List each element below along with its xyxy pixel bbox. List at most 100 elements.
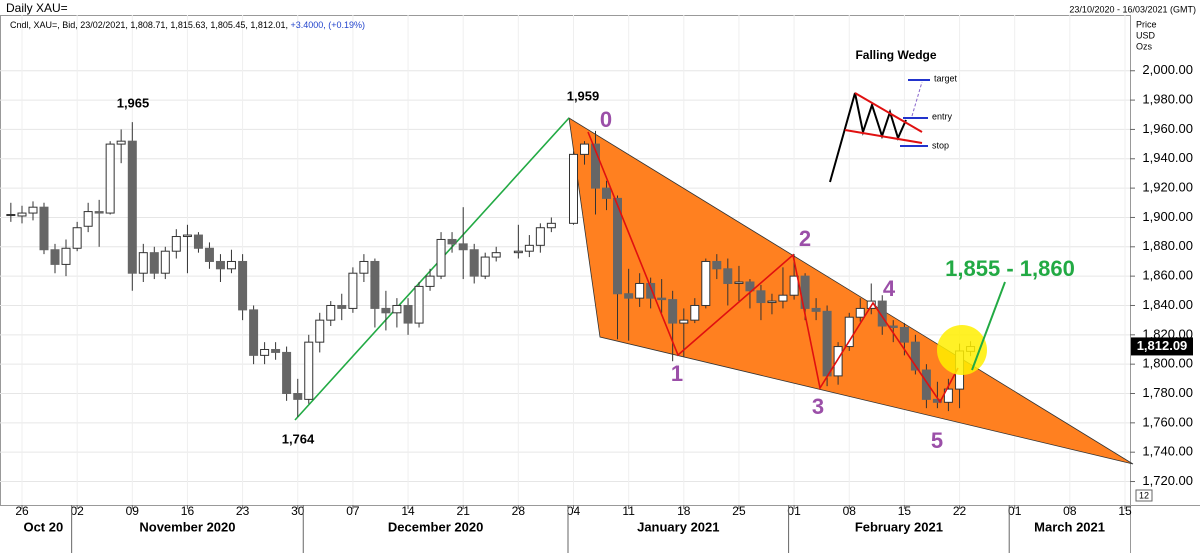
candle-body (403, 304, 413, 324)
x-tick-label: 08 (1063, 504, 1077, 518)
candle-body (6, 214, 16, 217)
candle-body (910, 341, 920, 371)
candle-body (491, 252, 501, 258)
candle-body (348, 272, 358, 309)
chart-title: Daily XAU= (6, 1, 68, 15)
candle-body (701, 260, 711, 306)
candle-body (943, 388, 953, 403)
candle-body (271, 348, 281, 353)
y-axis-label: Ozs (1136, 41, 1153, 51)
y-tick-label: 1,720.00 (1142, 473, 1193, 488)
y-tick-label: 1,860.00 (1142, 268, 1193, 283)
candle-body (182, 234, 192, 238)
x-tick-label: 15 (1118, 504, 1132, 518)
candle-body (425, 275, 435, 287)
candle-body (756, 290, 766, 304)
candle-body (28, 206, 38, 214)
inset-lower (844, 129, 923, 144)
change: +3.4000, (+0.19%) (290, 20, 365, 30)
month-label: January 2021 (637, 519, 719, 534)
candle-body (127, 140, 137, 274)
y-tick-label: 1,760.00 (1142, 414, 1193, 429)
candle-body (613, 197, 622, 295)
y-tick-label: 1,740.00 (1142, 444, 1193, 459)
candle-body (657, 297, 667, 301)
y-tick-label: 1,960.00 (1142, 121, 1193, 136)
x-tick-label: 30 (291, 504, 305, 518)
inset-upper (854, 92, 923, 133)
candle-body (646, 282, 656, 299)
inset: Falling Wedge target entry stop (829, 48, 958, 183)
date-range: 23/10/2020 - 16/03/2021 (GMT) (1069, 4, 1196, 14)
wave-label: 4 (883, 276, 896, 301)
candle-body (458, 243, 468, 251)
pointer (971, 281, 1006, 371)
zoom-label: 12 (1139, 490, 1149, 500)
month-label: November 2020 (139, 519, 235, 534)
month-label: Oct 20 (23, 519, 63, 534)
x-tick-label: 09 (126, 504, 140, 518)
candle-body (61, 247, 71, 265)
chart-subtitle: Cndl, XAU=, Bid, 23/02/2021, 1,808.71, 1… (10, 20, 365, 30)
x-tick-label: 21 (457, 504, 471, 518)
candle-body (414, 285, 424, 324)
candle-body (105, 143, 115, 214)
candle-body (888, 325, 898, 328)
candle-body (171, 236, 181, 252)
x-tick-label: 26 (15, 504, 29, 518)
candle-body (304, 341, 314, 400)
candle-body (39, 206, 49, 251)
y-tick-label: 1,800.00 (1142, 356, 1193, 371)
inset-label: entry (932, 111, 953, 121)
candle-body (226, 260, 236, 270)
x-tick-label: 25 (732, 504, 746, 518)
month-label: March 2021 (1034, 519, 1105, 534)
month-label: December 2020 (388, 519, 483, 534)
wave-label: 3 (812, 394, 824, 419)
candle-body (745, 281, 755, 292)
candle-body (524, 244, 534, 252)
candle-body (138, 252, 148, 274)
candle-body (83, 211, 93, 227)
price-annotation: 1,764 (282, 431, 315, 446)
candle-body (215, 260, 225, 270)
candle-body (116, 140, 126, 145)
candle-body (635, 282, 645, 299)
wave-line (587, 131, 959, 404)
candle-body (160, 250, 170, 274)
price-annotation: 1,855 - 1,860 (945, 256, 1075, 281)
y-tick-label: 1,900.00 (1142, 209, 1193, 224)
x-tick-label: 18 (677, 504, 691, 518)
candle-body (723, 268, 733, 284)
x-tick-label: 14 (401, 504, 415, 518)
y-axis-label: USD (1136, 30, 1156, 40)
candle-body (315, 319, 325, 343)
y-axis-label: Price (1136, 19, 1157, 29)
x-tick-label: 04 (567, 504, 581, 518)
candle-body (238, 260, 248, 311)
candle-body (580, 143, 589, 155)
candle-body (690, 304, 700, 321)
x-tick-label: 11 (622, 504, 635, 518)
candle-body (72, 227, 82, 249)
x-tick-label: 08 (843, 504, 857, 518)
candle-body (602, 187, 611, 199)
y-tick-label: 1,920.00 (1142, 180, 1193, 195)
candle-body (591, 143, 600, 189)
candle-body (337, 304, 347, 309)
x-tick-label: 01 (787, 504, 801, 518)
x-tick-label: 23 (236, 504, 250, 518)
candle-body (679, 319, 689, 324)
candle-body (50, 249, 60, 265)
candle-body (17, 212, 27, 217)
candle-body (921, 369, 931, 400)
wave-label: 2 (799, 226, 811, 251)
candle-body (877, 300, 887, 327)
y-tick-label: 1,980.00 (1142, 92, 1193, 107)
candle-body (149, 252, 159, 274)
candle-body (767, 300, 777, 304)
price-annotation: 1,959 (567, 88, 600, 103)
candle-body (899, 326, 909, 343)
candle-body (249, 309, 259, 356)
candle-body (789, 275, 799, 296)
